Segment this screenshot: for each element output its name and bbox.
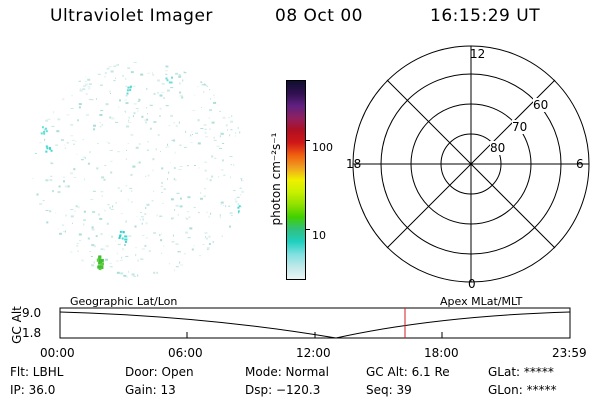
y-tick-1-8: 1.8 <box>22 326 42 340</box>
lat-label-80: 80 <box>490 141 506 155</box>
colorbar-tick-100: 100 <box>312 141 333 154</box>
glon-status: GLon: ***** <box>488 383 557 397</box>
auroral-image <box>32 62 248 278</box>
colorbar-tick-minor <box>305 229 310 230</box>
colorbar-gradient <box>287 81 305 279</box>
time-label: 16:15:29 UT <box>430 6 541 26</box>
x-tick-1200: 12:00 <box>296 346 331 360</box>
ip-status: IP: 36.0 <box>10 383 56 397</box>
x-tick-2359: 23:59 <box>552 346 587 360</box>
apex-coord-label: Apex MLat/MLT <box>440 295 523 308</box>
y-tick-9: 9.0 <box>22 306 42 320</box>
mlt-label-12: 12 <box>470 47 486 61</box>
mode-status: Mode: Normal <box>245 365 329 379</box>
colorbar-label: photon cm⁻²s⁻¹ <box>269 132 283 226</box>
x-tick-0000: 00:00 <box>40 346 75 360</box>
seq-status: Seq: 39 <box>366 383 412 397</box>
geographic-coord-label: Geographic Lat/Lon <box>70 295 178 308</box>
colorbar <box>286 80 306 280</box>
gc-alt-status: GC Alt: 6.1 Re <box>366 365 450 379</box>
altitude-timeline <box>59 307 571 339</box>
door-status: Door: Open <box>125 365 194 379</box>
gain-status: Gain: 13 <box>125 383 176 397</box>
lat-label-60: 60 <box>533 98 549 112</box>
filter-status: Flt: LBHL <box>10 365 64 379</box>
mlt-label-0: 0 <box>468 277 476 291</box>
colorbar-tick-10: 10 <box>312 229 326 242</box>
lat-label-70: 70 <box>512 120 528 134</box>
glat-status: GLat: ***** <box>488 365 554 379</box>
polar-grid <box>352 45 590 283</box>
mlt-label-18: 18 <box>346 157 362 171</box>
dsp-status: Dsp: −120.3 <box>245 383 321 397</box>
x-tick-0600: 06:00 <box>168 346 203 360</box>
x-tick-1800: 18:00 <box>424 346 459 360</box>
date-label: 08 Oct 00 <box>275 6 363 26</box>
instrument-title: Ultraviolet Imager <box>50 6 213 26</box>
mlt-label-6: 6 <box>576 157 584 171</box>
colorbar-tick-major <box>305 140 310 141</box>
